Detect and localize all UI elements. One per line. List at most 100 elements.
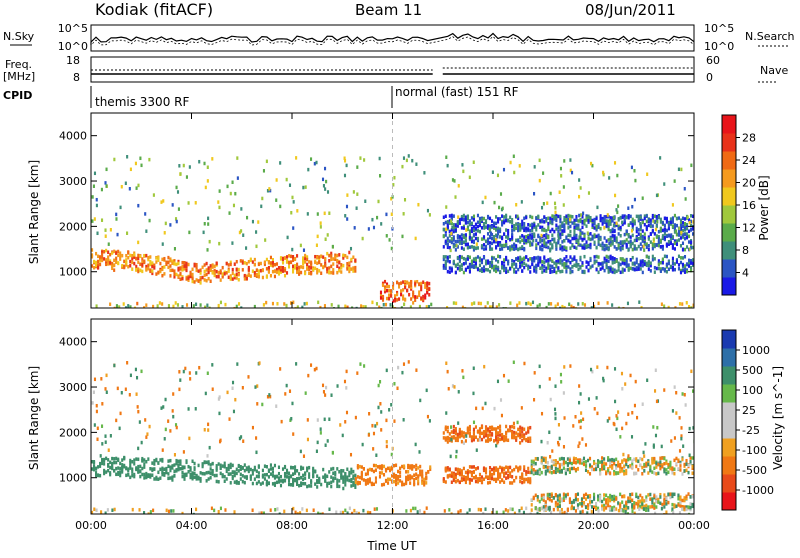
heatmap-cell bbox=[377, 200, 379, 204]
heatmap-cell bbox=[185, 265, 187, 269]
heatmap-cell bbox=[622, 247, 624, 251]
heatmap-cell bbox=[678, 238, 680, 242]
heatmap-cell bbox=[581, 261, 583, 265]
heatmap-cell bbox=[613, 216, 615, 220]
heatmap-cell bbox=[686, 236, 688, 240]
heatmap-cell bbox=[602, 242, 604, 246]
heatmap-cell bbox=[547, 258, 549, 262]
heatmap-cell bbox=[326, 475, 328, 479]
heatmap-cell bbox=[262, 474, 264, 478]
heatmap-cell bbox=[233, 307, 235, 311]
heatmap-cell bbox=[580, 426, 582, 430]
heatmap-cell bbox=[621, 495, 623, 499]
heatmap-cell bbox=[690, 261, 692, 265]
heatmap-cell bbox=[658, 267, 660, 271]
heatmap-cell bbox=[583, 501, 585, 505]
heatmap-cell bbox=[505, 465, 507, 469]
heatmap-cell bbox=[521, 263, 523, 267]
heatmap-cell bbox=[628, 214, 630, 218]
heatmap-cell bbox=[447, 270, 449, 274]
heatmap-cell bbox=[513, 155, 515, 159]
heatmap-cell bbox=[583, 463, 585, 467]
heatmap-cell bbox=[348, 261, 350, 265]
heatmap-cell bbox=[637, 459, 639, 463]
heatmap-cell bbox=[620, 248, 622, 252]
heatmap-cell bbox=[673, 467, 675, 471]
heatmap-cell bbox=[655, 434, 657, 438]
heatmap-cell bbox=[678, 267, 680, 271]
heatmap-cell bbox=[453, 479, 455, 483]
heatmap-cell bbox=[324, 304, 326, 308]
heatmap-cell bbox=[173, 272, 175, 276]
heatmap-cell bbox=[307, 212, 309, 216]
heatmap-cell bbox=[577, 263, 579, 267]
heatmap-cell bbox=[523, 362, 525, 366]
heatmap-cell bbox=[449, 432, 451, 436]
heatmap-cell bbox=[381, 483, 383, 487]
heatmap-cell bbox=[167, 419, 169, 423]
heatmap-cell bbox=[459, 241, 461, 245]
heatmap-cell bbox=[521, 200, 523, 204]
heatmap-cell bbox=[258, 269, 260, 273]
heatmap-cell bbox=[205, 392, 207, 396]
heatmap-cell bbox=[262, 481, 264, 485]
heatmap-cell bbox=[149, 268, 151, 272]
heatmap-cell bbox=[493, 466, 495, 470]
heatmap-cell bbox=[274, 464, 276, 468]
heatmap-cell bbox=[104, 228, 106, 232]
heatmap-cell bbox=[656, 235, 658, 239]
heatmap-cell bbox=[557, 498, 559, 502]
heatmap-cell bbox=[644, 217, 646, 221]
heatmap-cell bbox=[557, 494, 559, 498]
heatmap-cell bbox=[379, 402, 381, 406]
heatmap-cell bbox=[149, 255, 151, 259]
heatmap-cell bbox=[513, 262, 515, 266]
heatmap-cell bbox=[489, 265, 491, 269]
heatmap-cell bbox=[581, 437, 583, 441]
heatmap-cell bbox=[499, 230, 501, 234]
heatmap-cell bbox=[663, 497, 665, 501]
nave-tick-bottom: 0 bbox=[706, 71, 713, 84]
heatmap-cell bbox=[487, 439, 489, 443]
heatmap-cell bbox=[577, 219, 579, 223]
heatmap-cell bbox=[450, 232, 452, 236]
heatmap-cell bbox=[261, 197, 263, 201]
heatmap-cell bbox=[218, 412, 220, 416]
heatmap-cell bbox=[587, 269, 589, 273]
heatmap-cell bbox=[206, 471, 208, 475]
heatmap-cell bbox=[607, 469, 609, 473]
heatmap-cell bbox=[115, 457, 117, 461]
heatmap-cell bbox=[354, 226, 356, 230]
heatmap-cell bbox=[604, 244, 606, 248]
heatmap-cell bbox=[617, 501, 619, 505]
heatmap-cell bbox=[549, 493, 551, 497]
heatmap-cell bbox=[505, 267, 507, 271]
heatmap-cell bbox=[485, 219, 487, 223]
heatmap-cell bbox=[618, 243, 620, 247]
heatmap-cell bbox=[312, 474, 314, 478]
heatmap-cell bbox=[310, 266, 312, 270]
heatmap-cell bbox=[260, 262, 262, 266]
heatmap-cell bbox=[511, 263, 513, 267]
heatmap-cell bbox=[682, 217, 684, 221]
heatmap-cell bbox=[603, 507, 605, 511]
heatmap-cell bbox=[270, 256, 272, 260]
heatmap-cell bbox=[606, 259, 608, 263]
heatmap-cell bbox=[292, 226, 294, 230]
heatmap-cell bbox=[386, 369, 388, 373]
heatmap-cell bbox=[535, 247, 537, 251]
heatmap-cell bbox=[555, 271, 557, 275]
heatmap-cell bbox=[622, 258, 624, 262]
heatmap-cell bbox=[675, 457, 677, 461]
heatmap-cell bbox=[669, 467, 671, 471]
heatmap-cell bbox=[660, 227, 662, 231]
heatmap-cell bbox=[99, 474, 101, 478]
heatmap-cell bbox=[649, 505, 651, 509]
heatmap-cell bbox=[577, 268, 579, 272]
heatmap-cell bbox=[254, 466, 256, 470]
heatmap-cell bbox=[173, 269, 175, 273]
heatmap-cell bbox=[659, 467, 661, 471]
heatmap-cell bbox=[531, 465, 533, 469]
heatmap-cell bbox=[137, 458, 139, 462]
heatmap-cell bbox=[316, 485, 318, 489]
